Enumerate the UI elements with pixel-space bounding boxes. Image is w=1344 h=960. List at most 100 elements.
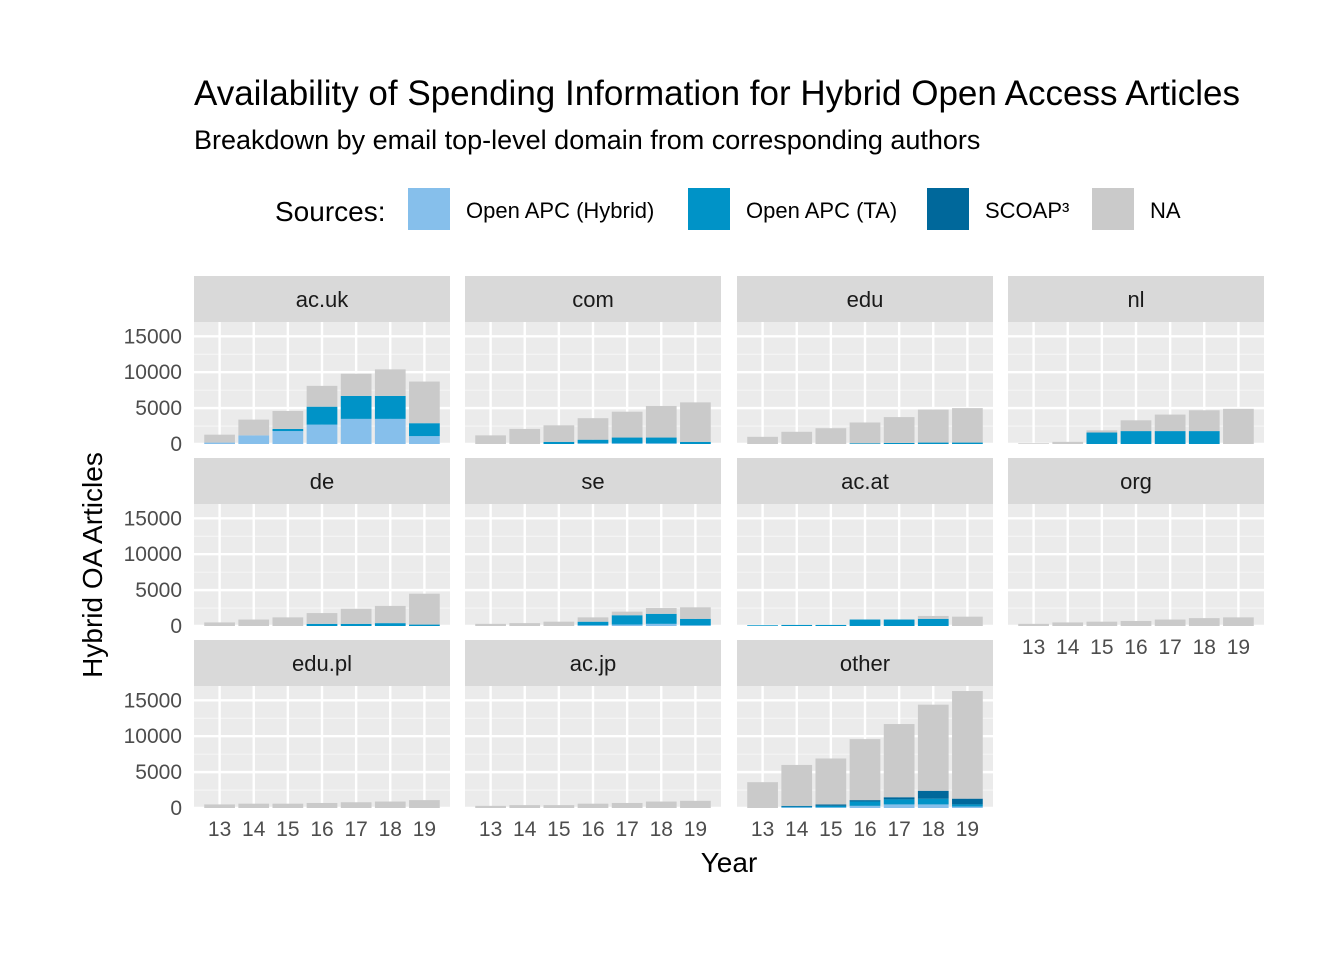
bar-na-16 [577,418,609,440]
y-tick-label: 15000 [124,507,182,530]
facet-nl: nl [1008,276,1264,446]
bar-scoap-18 [917,790,949,799]
legend: Sources: Open APC (Hybrid) Open APC (TA) S… [275,188,1181,230]
bar-ta-19 [680,441,711,444]
facet-label: ac.uk [296,287,350,312]
bar-na-19 [409,593,440,625]
x-tick-label: 15 [1090,636,1113,659]
bar-na-19 [680,402,711,442]
facet-label: ac.jp [570,651,616,676]
y-tick-label: 10000 [124,361,182,384]
facet-label: edu [847,287,884,312]
bar-na-18 [917,409,949,443]
facet-edu-pl: edu.pl 0 5000 10000 15000 13 14 15 16 17 18 19 [124,640,450,841]
bar-ta-17 [340,395,372,419]
bar-hybrid-19 [409,436,440,444]
bar-na-16 [577,803,609,808]
bar-na-13 [1018,623,1049,626]
x-tick-label: 18 [922,818,945,841]
bar-na-15 [272,410,304,429]
legend-title: Sources: [275,196,386,227]
bar-na-19 [680,800,711,808]
x-tick-label: 16 [310,818,333,841]
bar-ta-18 [374,395,406,419]
bar-ta-17 [883,799,915,805]
facet-label: ac.at [841,469,889,494]
bar-na-14 [238,803,270,808]
bar-na-14 [1052,441,1084,444]
bar-ta-18 [374,623,406,626]
y-tick-label: 15000 [124,689,182,712]
bar-na-19 [409,800,440,808]
bar-na-17 [611,802,643,808]
bar-na-15 [543,805,575,808]
bar-ta-15 [815,624,847,626]
bar-hybrid-18 [917,804,949,808]
x-tick-label: 14 [785,818,809,841]
bar-na-14 [781,431,813,444]
bar-scoap-19 [952,798,983,805]
bar-hybrid-17 [883,804,915,808]
bar-hybrid-16 [306,424,338,444]
bar-na-18 [917,704,949,791]
facet-ac-uk: ac.uk 0 5000 10000 15000 [124,276,450,456]
facet-strip [1008,276,1264,322]
bar-na-18 [1188,618,1220,626]
facet-label: edu.pl [292,651,352,676]
x-tick-label: 17 [887,818,910,841]
bar-na-15 [272,803,304,808]
bar-na-14 [238,619,270,626]
bar-na-17 [1154,414,1186,432]
bar-na-15 [543,621,575,626]
facet-other: other 13 14 15 16 17 18 19 [737,640,993,841]
bar-hybrid-14 [238,435,270,444]
facet-ac-jp: ac.jp 13 14 15 16 17 18 19 [465,640,721,841]
y-tick-label: 0 [170,615,182,638]
bar-na-16 [1120,620,1152,626]
bar-na-18 [374,369,406,396]
bar-ta-17 [1154,431,1186,444]
bar-na-14 [1052,622,1084,626]
bar-ta-19 [409,423,440,437]
bar-ta-18 [1188,431,1220,444]
bar-na-14 [781,764,813,806]
bar-na-18 [374,801,406,808]
facet-org: org 13 14 15 16 17 18 19 [1008,458,1264,659]
legend-key-ta [688,188,730,230]
bar-ta-16 [577,439,609,444]
bar-ta-13 [747,625,778,626]
x-tick-label: 19 [956,818,979,841]
bar-ta-16 [849,443,881,444]
bar-na-13 [475,623,506,626]
bar-na-13 [1018,443,1049,444]
bar-ta-18 [917,798,949,805]
facet-edu: edu [737,276,993,446]
bar-ta-17 [611,437,643,444]
y-tick-label: 5000 [135,579,182,602]
bar-ta-14 [781,624,813,626]
bar-scoap-14 [781,805,813,807]
bar-scoap-17 [883,797,915,800]
bar-na-14 [509,623,541,626]
bar-na-16 [1120,420,1152,432]
legend-label-na: NA [1150,198,1181,223]
bar-na-19 [952,691,983,799]
bar-ta-19 [952,442,983,444]
facet-panels: ac.uk 0 5000 10000 15000 com edu nl de 0 5000 10000… [124,276,1264,841]
y-tick-label: 10000 [124,543,182,566]
facet-strip [1008,458,1264,504]
bar-ta-17 [611,615,643,625]
x-tick-label: 14 [242,818,266,841]
bar-hybrid-16 [577,625,609,626]
bar-ta-16 [849,801,881,806]
facet-com: com [465,276,721,446]
bar-ta-17 [340,623,372,626]
x-tick-label: 19 [1227,636,1250,659]
bar-na-15 [543,425,575,442]
facet-strip [194,276,450,322]
legend-label-hybrid: Open APC (Hybrid) [466,198,654,223]
bar-ta-15 [815,805,847,808]
facet-se: se [465,458,721,628]
legend-label-ta: Open APC (TA) [746,198,897,223]
